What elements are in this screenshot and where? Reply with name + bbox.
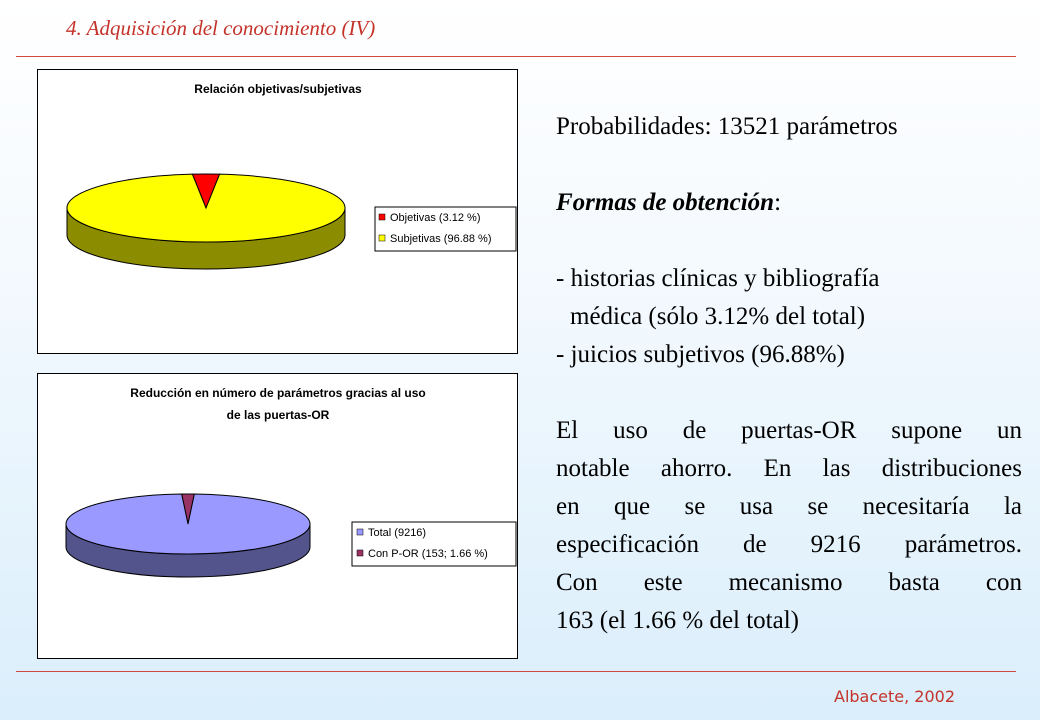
legend-swatch-total [356,528,364,536]
legend-label-objetivas: Objetivas (3.12 %) [390,212,480,224]
methods-heading: Formas de obtención: [556,184,1022,222]
paragraph-line-1: El uso de puertas-OR supone un [556,417,1022,444]
footer-location-date: Albacete, 2002 [834,687,955,706]
slide-title: 4. Adquisición del conocimiento (IV) [66,16,376,40]
pie-slice-subjetivas [66,173,346,243]
list-item-historias-cont: médica (sólo 3.12% del total) [570,303,866,330]
paragraph-line-5: Con este mecanismo basta con [556,569,1022,596]
chart-panel-objective-subjective: Relación objetivas/subjetivas Objetivas … [37,69,518,354]
methods-colon: : [774,189,782,216]
parameters-line: Probabilidades: 13521 parámetros [556,113,898,140]
chart-title: Relación objetivas/subjetivas [194,82,362,96]
paragraph-line-6: 163 (el 1.66 % del total) [556,607,799,634]
paragraph-line-4: especificación de 9216 parámetros. [556,531,1022,558]
legend-label-con-p-or: Con P-OR (153; 1.66 %) [368,548,488,560]
chart-panel-or-gates: Reducción en número de parámetros gracia… [37,373,518,659]
header-divider [16,56,1016,57]
pie-chart-or-gates: Reducción en número de parámetros gracia… [65,386,517,578]
legend-label-total: Total (9216) [368,527,426,539]
pie-chart-objective-subjective: Relación objetivas/subjetivas Objetivas … [66,82,517,270]
legend-swatch-con-p-or [356,549,364,557]
paragraph-line-3: en que se usa se necesitaría la [556,493,1022,520]
slide-body-text: Probabilidades: 13521 parámetros Formas … [556,108,1022,640]
pie-slice-total [65,493,311,555]
chart-title-line-1: Reducción en número de parámetros gracia… [130,386,425,400]
chart-legend [374,206,517,252]
footer-divider [16,671,1016,672]
methods-label: Formas de obtención [556,189,775,216]
paragraph-line-2: notable ahorro. En las distribuciones [556,455,1022,482]
legend-swatch-subjetivas [378,234,386,242]
legend-swatch-objetivas [378,213,386,221]
list-item-juicios: - juicios subjetivos (96.88%) [556,341,845,368]
chart-title-line-2: de las puertas-OR [227,408,330,422]
list-item-historias: - historias clínicas y bibliografía [556,265,880,292]
chart-legend [351,521,517,567]
legend-label-subjetivas: Subjetivas (96.88 %) [390,233,492,245]
